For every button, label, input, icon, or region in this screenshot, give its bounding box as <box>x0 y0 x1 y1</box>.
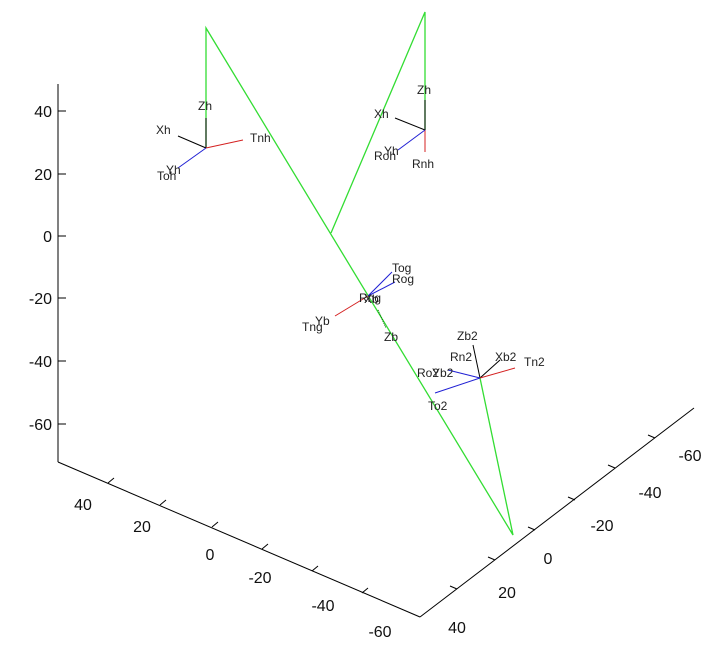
left-floor-tick-mark <box>159 499 167 506</box>
frame-axis-label: Tn2 <box>524 355 545 369</box>
right-floor-tick-label: -40 <box>638 485 661 502</box>
frame-axis-line <box>177 147 207 169</box>
axes-box <box>57 84 695 618</box>
z-tick-label: 40 <box>34 104 52 121</box>
left-floor-axis-ticks: 40 20 0 -20 -40 -60 <box>74 477 392 641</box>
frame-axis-label: Rnh <box>412 157 434 171</box>
right-floor-tick-mark <box>487 556 496 561</box>
left-floor-tick-mark <box>107 477 115 484</box>
right-floor-tick-mark <box>449 585 458 590</box>
right-floor-tick-mark <box>527 526 536 531</box>
left-floor-tick-mark <box>261 543 269 550</box>
frame-axis-line <box>434 377 481 394</box>
frame-axis-line <box>394 117 426 131</box>
frame-axis-label: Xh <box>374 107 389 121</box>
z-tick-label: 20 <box>34 167 52 184</box>
frame-axis-label: Zh <box>417 83 431 97</box>
frame-axis-label: Toh <box>157 169 176 183</box>
frame-axis-label: Tnh <box>250 131 271 145</box>
link-line-1 <box>205 25 514 536</box>
left-floor-axis-line <box>57 461 421 618</box>
right-floor-tick-mark <box>567 496 576 501</box>
frame-axis-label: Rn2 <box>450 350 472 364</box>
frame-axis-line <box>447 369 481 379</box>
frame-axis-label: Rog <box>392 272 414 286</box>
right-floor-tick-label: -20 <box>590 518 613 535</box>
right-floor-axis-ticks: 40 20 0 -20 -40 -60 <box>448 434 702 637</box>
z-tick-label: 0 <box>43 229 52 246</box>
frame-axis-label: Rng <box>359 291 381 305</box>
frame-axis-label: Tng <box>302 320 323 334</box>
left-floor-tick-label: -40 <box>311 598 334 615</box>
z-axis-ticks: 40 20 0 -20 -40 -60 <box>29 104 66 434</box>
frame-axis-label: Yb <box>315 314 330 328</box>
frame-axis-label: Yh <box>384 144 399 158</box>
frame-axis-line <box>177 135 207 149</box>
frame-axis-line <box>334 295 369 317</box>
frame-axis-label: Xb <box>364 292 379 306</box>
right-floor-tick-mark <box>607 464 616 469</box>
frame-axis-line <box>367 281 396 297</box>
link-line-2 <box>330 11 426 234</box>
right-floor-tick-label: 0 <box>544 551 553 568</box>
right-floor-tick-label: 20 <box>498 585 516 602</box>
right-floor-tick-mark <box>647 434 656 439</box>
frame-axis-label: Xh <box>156 123 171 137</box>
right-floor-axis-line <box>419 407 695 618</box>
link-lines <box>205 11 514 536</box>
left-floor-tick-label: -20 <box>248 570 271 587</box>
left-floor-tick-label: 40 <box>74 497 92 514</box>
right-floor-tick-label: 40 <box>448 620 466 637</box>
frame-axis-label: Zh <box>198 99 212 113</box>
frame-axis-label: Zb2 <box>457 329 478 343</box>
frame-axis-line <box>397 129 426 151</box>
left-floor-tick-mark <box>311 565 319 572</box>
frame-axis-line <box>479 359 501 379</box>
left-floor-tick-label: 20 <box>133 519 151 536</box>
right-floor-tick-label: -60 <box>678 448 701 465</box>
coordinate-frames: ZhXhTnhYhTohZhXhYhRohRnhTogRogRngXbYbTng… <box>156 83 545 413</box>
frame-axis-label: Tog <box>392 261 411 275</box>
frame-axis-label: Yh <box>166 163 181 177</box>
left-floor-tick-mark <box>211 521 219 528</box>
z-tick-label: -40 <box>29 354 52 371</box>
z-tick-label: -20 <box>29 291 52 308</box>
z-tick-label: -60 <box>29 417 52 434</box>
frame-axis-label: Yb2 <box>432 366 454 380</box>
frame-axis-line <box>479 367 516 379</box>
frame-axis-label: Xb2 <box>495 350 517 364</box>
frame-axis-label: Roh <box>374 149 396 163</box>
frame-axis-label: Zb <box>384 330 398 344</box>
zb-axis-stub <box>377 309 387 329</box>
frame-axis-line <box>472 344 481 379</box>
frame-axis-line <box>205 139 244 149</box>
left-floor-tick-mark <box>361 587 369 594</box>
left-floor-tick-label: 0 <box>206 547 215 564</box>
frame-axis-label: To2 <box>428 399 448 413</box>
frame-axis-label: Ro2 <box>417 366 439 380</box>
frame-axis-line <box>367 271 393 297</box>
left-floor-tick-label: -60 <box>368 624 391 641</box>
